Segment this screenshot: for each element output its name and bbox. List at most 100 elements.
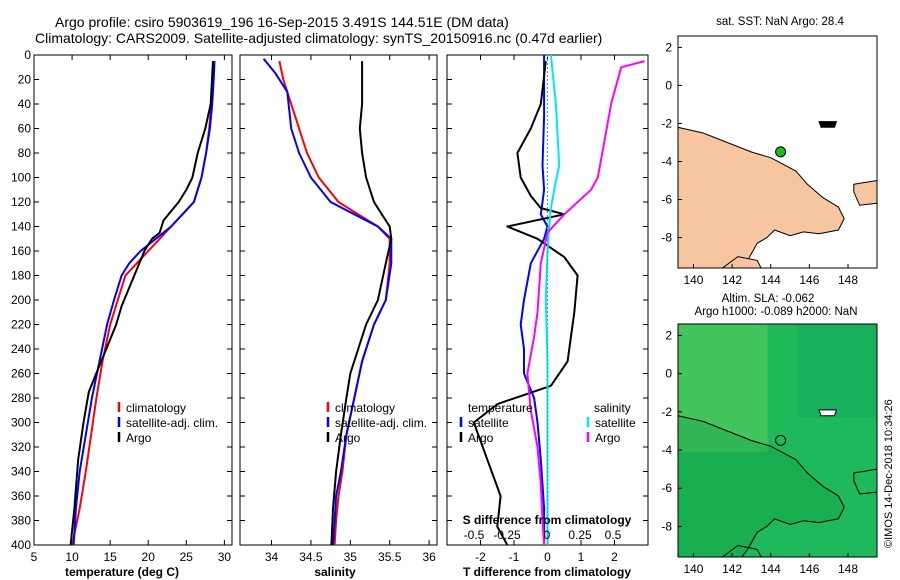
temp-frame bbox=[33, 54, 233, 546]
sla-map-title-2: Argo h1000: -0.089 h2000: NaN bbox=[694, 306, 857, 318]
diff-top-tick-label: 0.25 bbox=[568, 528, 592, 542]
temp-xtick-label: 15 bbox=[103, 550, 117, 564]
sla-land-newbritain bbox=[853, 468, 877, 495]
diff-series-t-satellite bbox=[519, 55, 549, 545]
sla-content bbox=[678, 324, 877, 557]
diff-xtick-label: -2 bbox=[475, 550, 486, 564]
sla-frame bbox=[677, 323, 878, 558]
sla-anomaly-patch bbox=[678, 324, 768, 453]
depth-tick-label: 320 bbox=[11, 440, 31, 454]
sst-argo-marker bbox=[775, 146, 787, 158]
temp-xtick-label: 10 bbox=[65, 550, 79, 564]
depth-tick-label: 40 bbox=[18, 97, 32, 111]
sst-map-title: sat. SST: NaN Argo: 28.4 bbox=[716, 16, 844, 28]
depth-tick-label: 220 bbox=[11, 318, 31, 332]
sal-legend-argo: Argo bbox=[335, 431, 361, 445]
diff-xtick-label: -1 bbox=[509, 550, 520, 564]
depth-tick-label: 20 bbox=[18, 73, 32, 87]
sal-xlabel: salinity bbox=[314, 565, 356, 579]
sst-frame bbox=[677, 35, 878, 269]
diff-series-s-argo bbox=[526, 60, 645, 546]
sla-ytick-label: 0 bbox=[665, 367, 672, 381]
sla-xtick-label: 144 bbox=[761, 562, 781, 576]
temp-legend-argo: Argo bbox=[126, 431, 152, 445]
diff-legend-t-argo: Argo bbox=[468, 431, 494, 445]
sst-xtick-label: 148 bbox=[838, 273, 858, 287]
sal-xtick-label: 34 bbox=[265, 550, 279, 564]
depth-tick-label: 380 bbox=[11, 514, 31, 528]
diff-legend-s-sat: satellite bbox=[595, 416, 636, 430]
sal-xtick-label: 34.5 bbox=[299, 550, 323, 564]
diff-legend-t-sat: satellite bbox=[468, 416, 509, 430]
sst-ytick-label: 2 bbox=[665, 40, 672, 54]
diff-legend: temperature salinity satellite Argo sate… bbox=[459, 401, 636, 445]
sla-xtick-label: 146 bbox=[799, 562, 819, 576]
depth-tick-label: 240 bbox=[11, 342, 31, 356]
sst-ytick-label: -2 bbox=[661, 116, 672, 130]
diff-legend-sal-title: salinity bbox=[594, 401, 631, 415]
sal-series-climatology bbox=[278, 60, 391, 546]
depth-tick-label: 160 bbox=[11, 244, 31, 258]
sal-legend-sat: satellite-adj. clim. bbox=[335, 416, 427, 430]
sst-ytick-label: -6 bbox=[661, 193, 672, 207]
sst-xtick-label: 146 bbox=[799, 273, 819, 287]
depth-tick-label: 260 bbox=[11, 367, 31, 381]
title-line-1: Argo profile: csiro 5903619_196 16-Sep-2… bbox=[55, 14, 509, 30]
temp-legend: climatology satellite-adj. clim. Argo bbox=[117, 401, 218, 445]
sst-land-newbritain bbox=[853, 179, 877, 206]
depth-tick-label: 280 bbox=[11, 391, 31, 405]
sst-ytick-label: 0 bbox=[665, 78, 672, 92]
title-line-2: Climatology: CARS2009. Satellite-adjuste… bbox=[35, 30, 602, 46]
depth-tick-label: 200 bbox=[11, 293, 31, 307]
temp-series-satellite-adj--clim- bbox=[72, 61, 216, 546]
sla-ytick-label: -4 bbox=[661, 443, 672, 457]
sla-ytick-label: 2 bbox=[665, 328, 672, 342]
sst-map: 140 142 144 146 148 2 0 -2 -4 -6 -8 bbox=[661, 35, 878, 287]
temp-xtick-label: 30 bbox=[218, 550, 232, 564]
sla-land-manus bbox=[818, 409, 838, 417]
diff-top-tick-label: 0 bbox=[544, 528, 551, 542]
temp-legend-clim: climatology bbox=[126, 401, 186, 415]
chart-layer: 0204060801001201401601802002202402602803… bbox=[11, 35, 878, 576]
sal-series-argo bbox=[330, 61, 393, 546]
sla-map: 140 142 144 146 148 2 0 -2 -4 -6 -8 bbox=[661, 323, 878, 576]
depth-tick-label: 180 bbox=[11, 269, 31, 283]
depth-tick-label: 300 bbox=[11, 416, 31, 430]
sst-xtick-label: 142 bbox=[722, 273, 742, 287]
diff-legend-temp-title: temperature bbox=[468, 401, 533, 415]
sst-xtick-label: 140 bbox=[683, 273, 703, 287]
sla-map-title-1: Altim. SLA: -0.062 bbox=[722, 293, 815, 305]
depth-tick-label: 0 bbox=[24, 48, 31, 62]
sla-xtick-label: 140 bbox=[683, 562, 703, 576]
temp-series-argo bbox=[69, 61, 214, 546]
sla-land-newguinea bbox=[678, 415, 845, 557]
diff-top-tick-label: -0.25 bbox=[493, 528, 521, 542]
sal-legend-clim: climatology bbox=[335, 401, 395, 415]
sla-land-australia bbox=[721, 544, 762, 557]
sst-xtick-label: 144 bbox=[761, 273, 781, 287]
sst-ytick-label: -8 bbox=[661, 231, 672, 245]
depth-tick-label: 400 bbox=[11, 538, 31, 552]
diff-toplabel: S difference from climatology bbox=[463, 513, 632, 527]
sal-frame bbox=[239, 54, 438, 546]
diff-top-tick-label: -0.5 bbox=[464, 528, 485, 542]
sla-ytick-label: -6 bbox=[661, 481, 672, 495]
sal-xtick-label: 35.5 bbox=[378, 550, 402, 564]
depth-tick-label: 140 bbox=[11, 220, 31, 234]
diff-series-t-argo bbox=[472, 60, 579, 546]
sla-argo-marker bbox=[775, 434, 787, 446]
sst-ytick-label: -4 bbox=[661, 155, 672, 169]
sla-ytick-label: -8 bbox=[661, 519, 672, 533]
temp-xtick-label: 5 bbox=[31, 550, 38, 564]
imos-credit: ©IMOS 14-Dec-2018 10:34:26 bbox=[883, 399, 895, 548]
depth-tick-label: 120 bbox=[11, 195, 31, 209]
temp-xtick-label: 20 bbox=[142, 550, 156, 564]
sst-land-newguinea bbox=[678, 126, 845, 268]
sal-legend: climatology satellite-adj. clim. Argo bbox=[326, 401, 427, 445]
sst-content bbox=[678, 36, 877, 268]
diff-legend-s-argo: Argo bbox=[595, 431, 621, 445]
sst-land-manus bbox=[818, 121, 838, 128]
depth-tick-label: 80 bbox=[18, 146, 32, 160]
depth-tick-label: 340 bbox=[11, 465, 31, 479]
